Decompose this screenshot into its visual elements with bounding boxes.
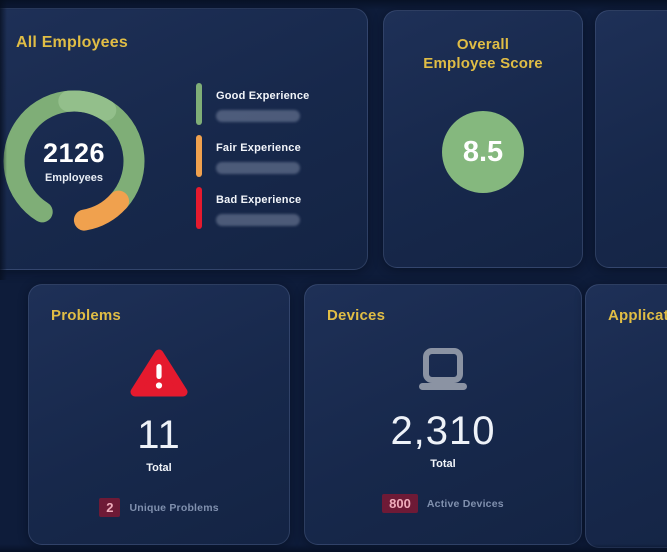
active-devices-row: 800 Active Devices [382, 494, 504, 513]
overall-score-title-line1: Overall [456, 36, 510, 53]
overall-score-title: Overall Employee Score [384, 35, 582, 73]
devices-total-value: 2,310 [390, 409, 496, 453]
devices-total-label: Total [430, 458, 456, 470]
bad-experience-color-bar [196, 187, 202, 229]
all-employees-card[interactable]: All Employees 2126 Employees Good Experi… [0, 8, 368, 270]
legend-value-blurred [216, 162, 300, 174]
legend-item-bad: Bad Experience [196, 187, 309, 229]
devices-card[interactable]: Devices 2,310 Total 800 Active Devices [304, 284, 582, 545]
gauge-donut-chart [3, 90, 145, 231]
overall-score-value: 8.5 [462, 135, 504, 168]
unique-problems-label: Unique Problems [129, 501, 219, 514]
problems-total-label: Total [146, 462, 172, 474]
employee-experience-gauge: 2126 Employees [0, 81, 154, 241]
unique-problems-row: 2 Unique Problems [99, 498, 219, 517]
experience-legend: Good Experience Fair Experience Bad Expe… [196, 83, 309, 229]
legend-label: Good Experience [216, 90, 310, 102]
devices-title: Devices [327, 307, 386, 324]
problems-title: Problems [51, 307, 121, 324]
legend-item-good: Good Experience [196, 83, 309, 125]
laptop-icon [419, 348, 467, 390]
good-experience-color-bar [196, 83, 202, 125]
overall-employee-score-card[interactable]: Overall Employee Score 8.5 [383, 10, 583, 268]
problems-total-value: 11 [137, 413, 181, 457]
active-devices-label: Active Devices [426, 497, 504, 510]
fair-experience-color-bar [196, 135, 202, 177]
problems-card[interactable]: Problems 11 Total 2 Unique Problems [28, 284, 290, 545]
legend-value-blurred [216, 110, 300, 122]
all-employees-title: All Employees [16, 34, 128, 51]
applications-title: Applications [608, 307, 667, 324]
legend-item-fair: Fair Experience [196, 135, 309, 177]
warning-triangle-icon [130, 349, 188, 397]
legend-value-blurred [216, 214, 300, 226]
applications-card[interactable]: Applications [585, 284, 667, 548]
partial-card-top-right[interactable] [595, 10, 667, 268]
page-bottom-edge-shade [0, 544, 667, 552]
legend-label: Fair Experience [216, 142, 301, 154]
legend-label: Bad Experience [216, 194, 302, 206]
active-devices-badge: 800 [382, 494, 418, 513]
score-circle: 8.5 [442, 111, 524, 193]
unique-problems-badge: 2 [99, 498, 121, 517]
overall-score-title-line2: Employee Score [423, 55, 543, 72]
